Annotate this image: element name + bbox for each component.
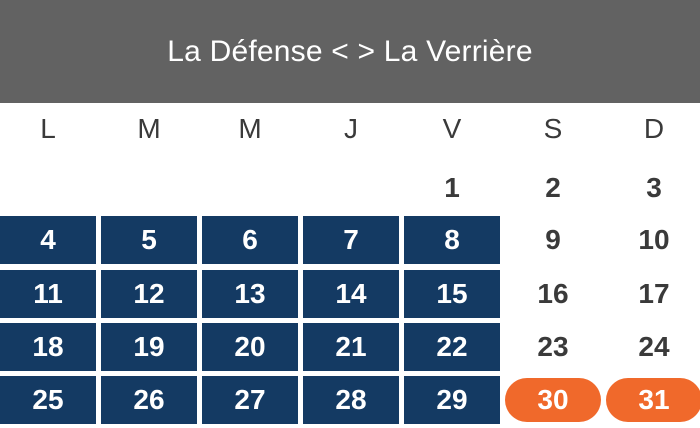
- calendar-day-workday: 19: [101, 323, 197, 371]
- weekday-header-row: L M M J V S D: [0, 103, 700, 155]
- route-title: La Défense < > La Verrière: [167, 34, 533, 68]
- calendar-day-workday: 4: [0, 216, 96, 264]
- calendar-day-highlighted: 31: [606, 378, 700, 422]
- calendar-day-workday: 12: [101, 270, 197, 318]
- calendar-day-workday: 8: [404, 216, 500, 264]
- calendar-day-weekend: 3: [646, 172, 662, 203]
- calendar-day-workday: 21: [303, 323, 399, 371]
- calendar-day-workday: 25: [0, 376, 96, 424]
- weekday-label: S: [543, 113, 563, 144]
- weekday-label: V: [442, 113, 462, 144]
- calendar-day-weekend: 2: [545, 172, 561, 203]
- calendar-day-workday: 22: [404, 323, 500, 371]
- calendar-day-workday: 15: [404, 270, 500, 318]
- calendar-day-workday: 5: [101, 216, 197, 264]
- calendar-day-weekend: 23: [537, 331, 569, 362]
- calendar-day-workday: 29: [404, 376, 500, 424]
- weekday-label: L: [40, 113, 56, 144]
- calendar-day-weekend: 17: [638, 278, 670, 309]
- calendar-day-workday: 18: [0, 323, 96, 371]
- weekday-label: M: [137, 113, 161, 144]
- weekday-label: D: [643, 113, 665, 144]
- weekday-label: M: [238, 113, 262, 144]
- calendar-day-workday: 11: [0, 270, 96, 318]
- calendar-day-weekend: 16: [537, 278, 569, 309]
- calendar-day-workday: 6: [202, 216, 298, 264]
- calendar-day-workday: 20: [202, 323, 298, 371]
- calendar-day-workday: 28: [303, 376, 399, 424]
- route-title-bar: La Défense < > La Verrière: [0, 0, 700, 103]
- calendar-day-weekend: 24: [638, 331, 670, 362]
- calendar-day-weekend: 1: [444, 172, 460, 203]
- weekday-label: J: [344, 113, 358, 144]
- calendar-day-workday: 27: [202, 376, 298, 424]
- calendar-day-workday: 14: [303, 270, 399, 318]
- calendar-day-workday: 26: [101, 376, 197, 424]
- calendar-day-weekend: 10: [638, 224, 670, 255]
- calendar-day-workday: 7: [303, 216, 399, 264]
- calendar-day-weekend: 9: [545, 224, 561, 255]
- calendar-day-highlighted: 30: [505, 378, 601, 422]
- calendar-day-workday: 13: [202, 270, 298, 318]
